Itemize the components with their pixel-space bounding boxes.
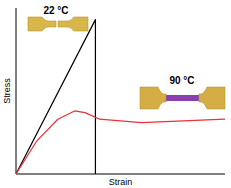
x-axis-label: Strain [109, 177, 133, 187]
specimen-neck [164, 95, 202, 101]
specimen-piece [140, 87, 166, 109]
plot-area [16, 20, 225, 174]
specimen-piece [28, 17, 56, 31]
specimen-piece-group [199, 87, 225, 109]
series-label: 90 °C [169, 75, 194, 86]
specimen-piece [199, 87, 225, 109]
series-label: 22 °C [43, 5, 68, 16]
x-axis [16, 174, 225, 175]
y-axis [16, 8, 17, 174]
chart: 22 °C 90 °C Stress Strain [0, 0, 231, 188]
specimen-piece-group [58, 17, 88, 31]
specimen-90 [140, 87, 225, 109]
y-axis-label: Stress [2, 78, 12, 104]
series-line [16, 111, 225, 174]
specimen-piece [58, 17, 88, 31]
series-line [16, 20, 95, 174]
specimen-22 [28, 17, 88, 31]
chart-container: 22 °C 90 °C Stress Strain [0, 0, 231, 188]
